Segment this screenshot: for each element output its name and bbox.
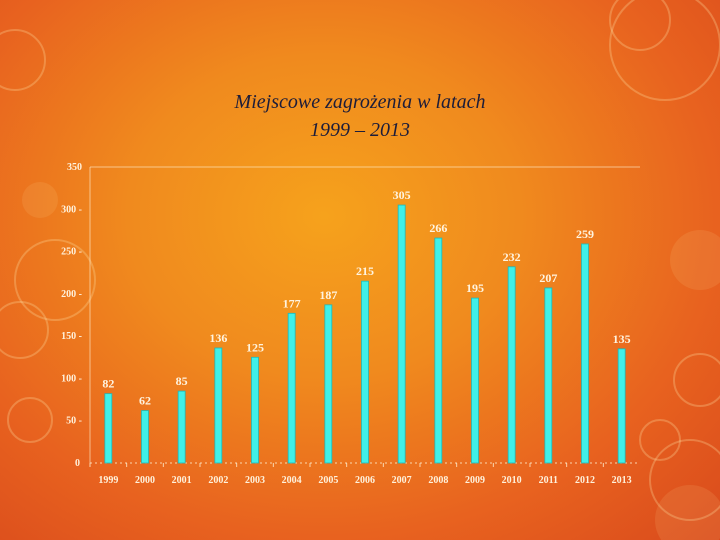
data-label: 305 [393, 188, 411, 202]
data-label: 187 [319, 288, 337, 302]
bar [434, 237, 443, 464]
data-label: 207 [539, 271, 557, 285]
bar [104, 393, 113, 464]
data-label: 195 [466, 281, 484, 295]
data-label: 259 [576, 227, 594, 241]
x-tick-label: 2007 [392, 475, 412, 486]
bar [471, 297, 479, 464]
data-label: 177 [283, 296, 301, 310]
y-tick-label: 50 - [66, 416, 82, 427]
title-line-2: 1999 – 2013 [310, 119, 410, 141]
y-tick-label: 350 [67, 162, 82, 173]
bar [177, 390, 186, 464]
data-label: 82 [102, 377, 114, 391]
y-tick-label: 0 [75, 458, 80, 469]
x-tick-label: 2012 [575, 475, 595, 486]
label-layer: 82 62 85 136 125 177 187 215 305 266 195 232 207 259 1… [102, 188, 630, 408]
x-tick-label: 2000 [135, 475, 155, 486]
x-tick-label: 2005 [318, 475, 338, 486]
y-tick-label: 250 - [61, 247, 82, 258]
data-label: 215 [356, 264, 374, 278]
y-tick-label: 300 - [61, 204, 82, 215]
x-tick-label: 2009 [465, 475, 485, 486]
bar [544, 287, 553, 464]
y-tick-label: 150 - [61, 331, 82, 342]
bar [251, 356, 259, 464]
bar [507, 266, 516, 464]
x-tick-label: 1999 [98, 475, 118, 486]
data-label: 125 [246, 340, 264, 354]
x-tick-label: 2013 [612, 475, 632, 486]
bar [581, 243, 589, 464]
data-label: 135 [613, 332, 631, 346]
x-tick-label: 2011 [539, 475, 558, 486]
bar [287, 312, 296, 464]
chart-title: Miejscowe zagrożenia w latach 1999 – 201… [150, 88, 570, 144]
x-tick-label: 2006 [355, 475, 375, 486]
bar [361, 280, 369, 464]
x-tick-label: 2003 [245, 475, 265, 486]
bar [324, 304, 333, 464]
y-tick-label: 200 - [61, 289, 82, 300]
bar-layer [104, 204, 626, 464]
data-label: 85 [176, 374, 188, 388]
title-line-1: Miejscowe zagrożenia w latach [234, 91, 486, 113]
x-tick-label: 2001 [172, 475, 192, 486]
x-tick-label: 2004 [282, 475, 302, 486]
bar [141, 410, 149, 464]
x-tick-label: 2002 [208, 475, 228, 486]
data-label: 62 [139, 394, 151, 408]
data-label: 266 [429, 221, 447, 235]
data-label: 232 [503, 250, 521, 264]
x-tick-label: 2008 [428, 475, 448, 486]
y-tick-label: 100 - [61, 373, 82, 384]
bar [397, 204, 406, 464]
bar [617, 348, 626, 464]
bar [214, 347, 223, 464]
data-label: 136 [209, 331, 227, 345]
x-tick-label: 2010 [502, 475, 522, 486]
